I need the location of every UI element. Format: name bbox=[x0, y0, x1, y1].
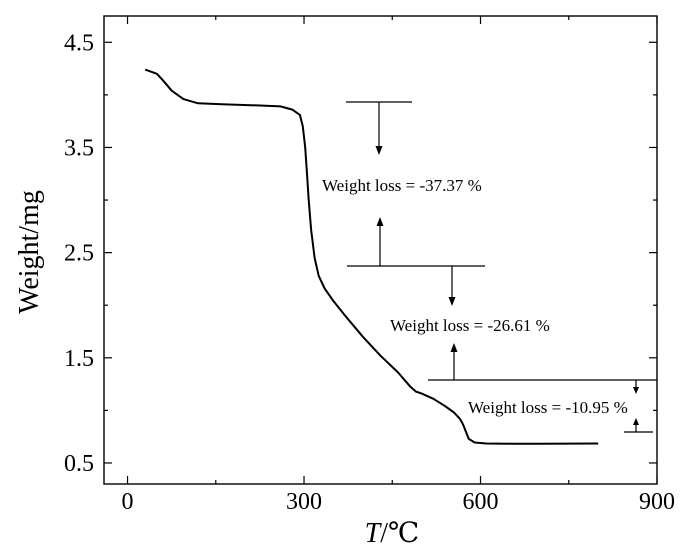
x-tick-label: 300 bbox=[286, 489, 322, 515]
x-tick-label: 0 bbox=[122, 489, 134, 515]
arrow-down-2-head bbox=[448, 297, 456, 306]
y-tick-label: 2.5 bbox=[64, 241, 94, 267]
arrow-up-3-head bbox=[633, 418, 639, 425]
annotation-3: Weight loss = -10.95 % bbox=[468, 398, 628, 417]
x-tick-label: 900 bbox=[639, 489, 675, 515]
arrow-down-3-head bbox=[633, 387, 639, 394]
x-axis-title-unit: /℃ bbox=[380, 518, 419, 549]
arrow-down-1-head bbox=[375, 146, 383, 155]
annotation-2: Weight loss = -26.61 % bbox=[390, 316, 550, 335]
axis-tick-labels: 0 300 600 900 0.5 1.5 2.5 3.5 4.5 bbox=[64, 30, 675, 515]
x-axis-title: T/℃ bbox=[365, 518, 420, 549]
axis-ticks bbox=[104, 16, 658, 484]
y-tick-label: 1.5 bbox=[64, 346, 94, 372]
x-tick-label: 600 bbox=[463, 489, 499, 515]
annotation-1: Weight loss = -37.37 % bbox=[322, 176, 482, 195]
y-tick-label: 3.5 bbox=[64, 135, 94, 161]
y-axis-title: Weight/mg bbox=[14, 190, 45, 314]
arrow-up-1-head bbox=[376, 217, 384, 226]
y-tick-label: 4.5 bbox=[64, 30, 94, 56]
arrow-up-2-head bbox=[450, 343, 458, 352]
plot-frame bbox=[103, 15, 658, 485]
weight-curve bbox=[144, 68, 599, 445]
step-markers bbox=[346, 101, 657, 433]
y-tick-label: 0.5 bbox=[64, 451, 94, 477]
x-axis-title-symbol: T bbox=[365, 518, 383, 549]
